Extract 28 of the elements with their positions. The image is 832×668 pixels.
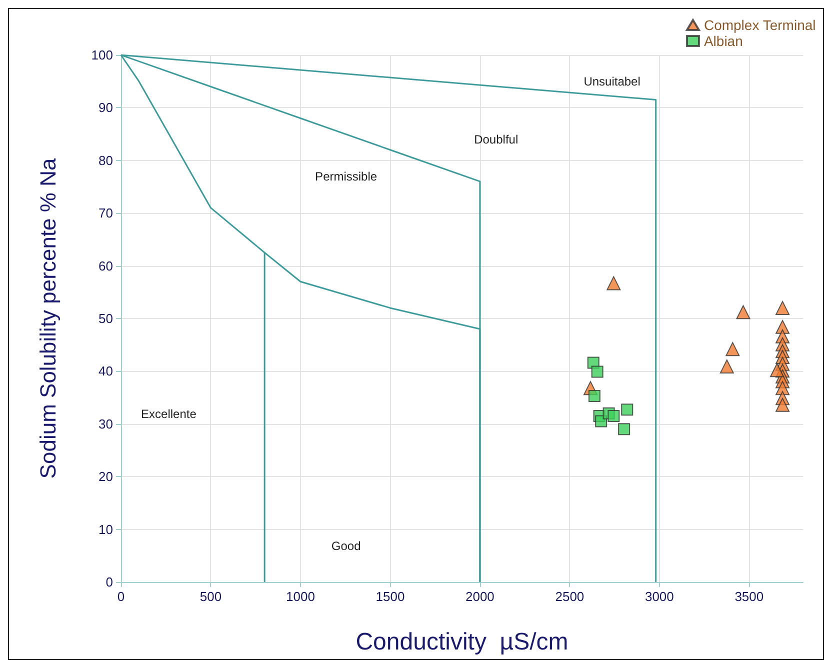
annotation: Excellente <box>141 407 197 422</box>
y-tick-label: 80 <box>98 152 113 168</box>
annotation: Good <box>331 539 361 554</box>
annotation: Doublful <box>474 132 518 146</box>
y-tick-label: 30 <box>98 416 113 432</box>
x-tick-label: 3500 <box>734 589 764 604</box>
x-tick-label: 2000 <box>465 589 494 604</box>
y-tick-label: 90 <box>98 100 113 116</box>
y-tick-label: 70 <box>98 206 113 221</box>
legend-label: Albian <box>704 33 743 49</box>
x-axis-title: Conductivity µS/cm <box>356 628 568 656</box>
x-tick-label: 1500 <box>376 589 405 604</box>
x-tick-label: 3000 <box>644 589 674 604</box>
y-tick-label: 50 <box>98 311 113 326</box>
y-tick-label: 0 <box>106 574 113 590</box>
annotation: Unsuitabel <box>584 74 640 88</box>
y-tick-label: 10 <box>98 522 113 537</box>
y-tick-label: 40 <box>98 364 113 379</box>
y-tick-label: 60 <box>98 258 113 274</box>
legend-label: Complex Terminal <box>704 17 816 33</box>
x-tick-label: 1000 <box>286 589 315 604</box>
y-tick-label: 100 <box>91 48 113 62</box>
x-tick-label: 500 <box>200 589 222 604</box>
y-tick-label: 20 <box>98 469 113 484</box>
x-tick-label: 0 <box>117 589 125 604</box>
annotation: Permissible <box>315 169 378 184</box>
x-tick-label: 2500 <box>555 589 584 604</box>
y-axis-title: Sodium Solubility percente % Na <box>36 158 60 479</box>
